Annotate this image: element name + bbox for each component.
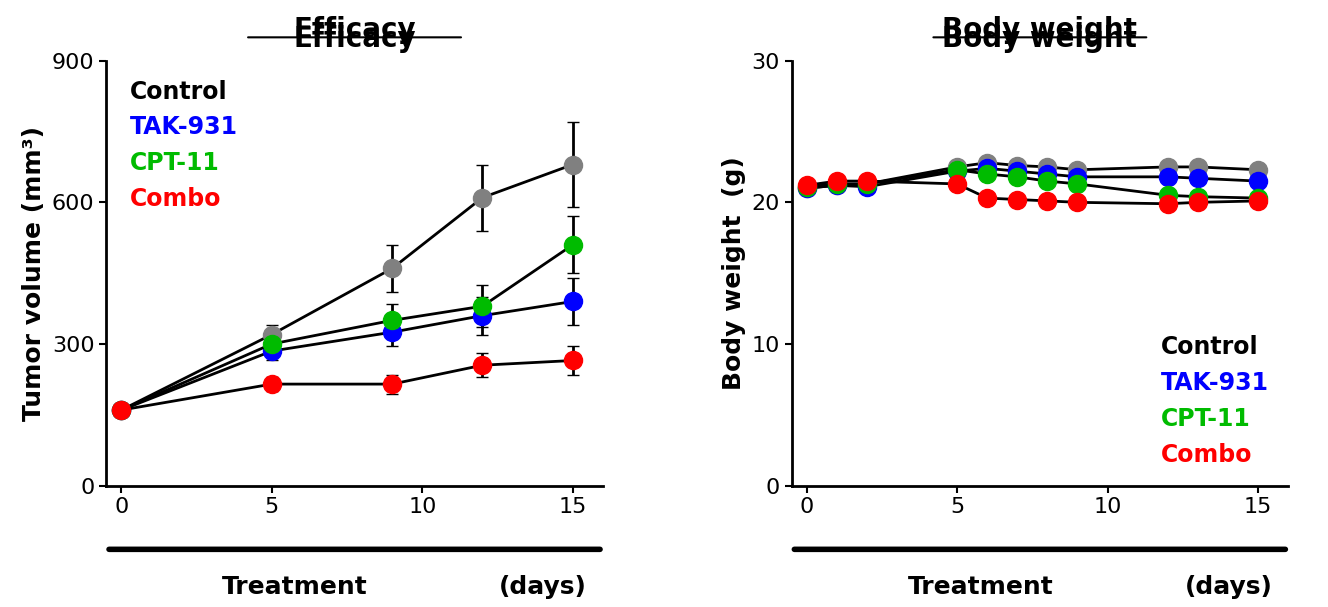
Text: Treatment: Treatment: [907, 575, 1053, 599]
Legend: Control, TAK-931, CPT-11, Combo: Control, TAK-931, CPT-11, Combo: [118, 72, 244, 218]
Text: Body weight: Body weight: [943, 16, 1137, 44]
Text: (days): (days): [499, 575, 587, 599]
Title: Body weight: Body weight: [943, 25, 1137, 53]
Y-axis label: Body weight  (g): Body weight (g): [722, 156, 746, 390]
Legend: Control, TAK-931, CPT-11, Combo: Control, TAK-931, CPT-11, Combo: [1150, 328, 1276, 474]
Text: (days): (days): [1185, 575, 1272, 599]
Text: Treatment: Treatment: [222, 575, 368, 599]
Y-axis label: Tumor volume (mm³): Tumor volume (mm³): [23, 126, 46, 421]
Title: Efficacy: Efficacy: [293, 25, 416, 53]
Text: Efficacy: Efficacy: [293, 16, 416, 44]
